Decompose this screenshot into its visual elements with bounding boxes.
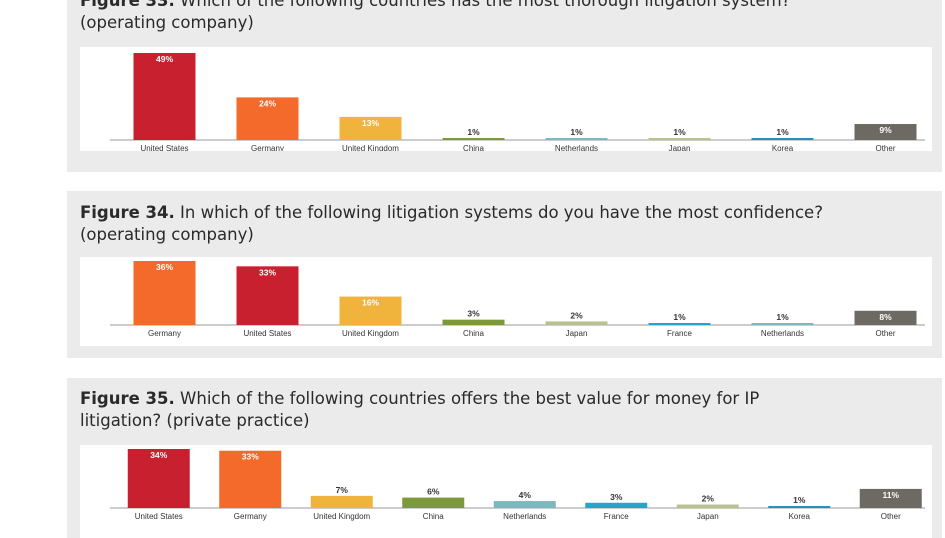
figure-34-chart-svg: 36% Germany 33% United States 16% United King… <box>110 261 925 338</box>
bar-united-kingdom <box>339 296 402 325</box>
category-label: United Kingdom <box>313 512 370 521</box>
figure-34-number: Figure 34. <box>80 203 175 222</box>
bar-united-states <box>133 53 196 140</box>
category-label: Netherlands <box>555 144 598 151</box>
value-label: 1% <box>570 127 583 137</box>
figure-33-question: Which of the following countries has the… <box>180 0 791 10</box>
bar-china <box>442 319 505 325</box>
value-label: 34% <box>150 450 167 460</box>
bar-japan <box>676 504 739 508</box>
bar-united-kingdom <box>339 116 402 140</box>
value-label: 11% <box>882 490 899 500</box>
figure-35-chart: 34% United States 33% Germany 7% United Kingd… <box>80 445 932 538</box>
category-label: United States <box>140 144 188 151</box>
value-label: 9% <box>879 125 892 135</box>
figure-33-number: Figure 33. <box>80 0 175 10</box>
value-label: 2% <box>702 494 715 504</box>
category-label: Netherlands <box>503 512 546 521</box>
value-label: 13% <box>362 118 379 128</box>
figure-34-question: In which of the following litigation sys… <box>180 203 823 222</box>
figure-35-title: Figure 35. Which of the following countr… <box>80 388 932 432</box>
figure-34-panel: Figure 34. In which of the following lit… <box>67 191 942 358</box>
bar-france <box>585 502 648 508</box>
bar-france <box>648 323 711 325</box>
category-label: China <box>423 512 444 521</box>
category-label: Other <box>881 512 901 521</box>
bar-china <box>442 138 505 140</box>
value-label: 24% <box>259 98 276 108</box>
bar-netherlands <box>751 323 814 325</box>
category-label: France <box>604 512 629 521</box>
bar-united-states <box>236 266 299 325</box>
figure-34-question-cont: (operating company) <box>80 225 254 244</box>
value-label: 6% <box>427 487 440 497</box>
value-label: 8% <box>879 312 892 322</box>
value-label: 1% <box>673 312 686 322</box>
figure-35-question-cont: litigation? (private practice) <box>80 411 310 430</box>
category-label: Other <box>875 144 895 151</box>
value-label: 1% <box>776 127 789 137</box>
figure-33-question-cont: (operating company) <box>80 13 254 32</box>
figure-34-chart: 36% Germany 33% United States 16% United King… <box>80 257 932 346</box>
category-label: Germany <box>234 512 267 521</box>
category-label: Netherlands <box>761 329 804 338</box>
category-label: United Kingdom <box>342 329 399 338</box>
bar-netherlands <box>545 138 608 140</box>
bar-china <box>402 497 465 508</box>
figure-33-title: Figure 33. Which of the following countr… <box>80 0 932 34</box>
bar-united-states <box>127 449 190 508</box>
bar-other <box>854 124 917 140</box>
category-label: China <box>463 329 484 338</box>
value-label: 1% <box>776 312 789 322</box>
figure-35-chart-svg: 34% United States 33% Germany 7% United Kingd… <box>110 449 925 521</box>
category-label: France <box>667 329 692 338</box>
figure-33-panel: Figure 33. Which of the following countr… <box>67 0 942 172</box>
value-label: 33% <box>242 452 259 462</box>
figure-33-chart: 49% United States 24% Germany 13% United King… <box>80 47 932 151</box>
figure-35-question: Which of the following countries offers … <box>180 389 760 408</box>
figure-35-panel: Figure 35. Which of the following countr… <box>67 378 942 538</box>
bar-germany <box>133 261 196 325</box>
category-label: China <box>463 144 484 151</box>
bar-united-kingdom <box>310 495 373 508</box>
value-label: 1% <box>673 127 686 137</box>
value-label: 1% <box>793 495 806 505</box>
category-label: United States <box>135 512 183 521</box>
figure-35-number: Figure 35. <box>80 389 175 408</box>
bar-korea <box>751 138 814 140</box>
value-label: 16% <box>362 298 379 308</box>
category-label: Other <box>875 329 895 338</box>
category-label: Germany <box>148 329 181 338</box>
value-label: 2% <box>570 310 583 320</box>
bar-japan <box>648 138 711 140</box>
category-label: Korea <box>772 144 794 151</box>
figure-34-title: Figure 34. In which of the following lit… <box>80 202 932 246</box>
bar-korea <box>768 506 831 508</box>
value-label: 3% <box>467 309 480 319</box>
category-label: United Kingdom <box>342 144 399 151</box>
value-label: 7% <box>336 485 349 495</box>
bar-germany <box>236 97 299 140</box>
value-label: 33% <box>259 267 276 277</box>
value-label: 4% <box>519 490 532 500</box>
value-label: 1% <box>467 127 480 137</box>
value-label: 36% <box>156 262 173 272</box>
value-label: 3% <box>610 492 623 502</box>
bar-germany <box>219 450 282 508</box>
bar-japan <box>545 321 608 325</box>
bar-other <box>854 310 917 325</box>
category-label: Germany <box>251 144 284 151</box>
bar-netherlands <box>493 501 556 508</box>
category-label: United States <box>243 329 291 338</box>
bar-other <box>859 488 922 508</box>
category-label: Japan <box>697 512 719 521</box>
category-label: Japan <box>669 144 691 151</box>
category-label: Korea <box>789 512 811 521</box>
value-label: 49% <box>156 54 173 64</box>
category-label: Japan <box>566 329 588 338</box>
figure-33-chart-svg: 49% United States 24% Germany 13% United King… <box>110 53 925 151</box>
